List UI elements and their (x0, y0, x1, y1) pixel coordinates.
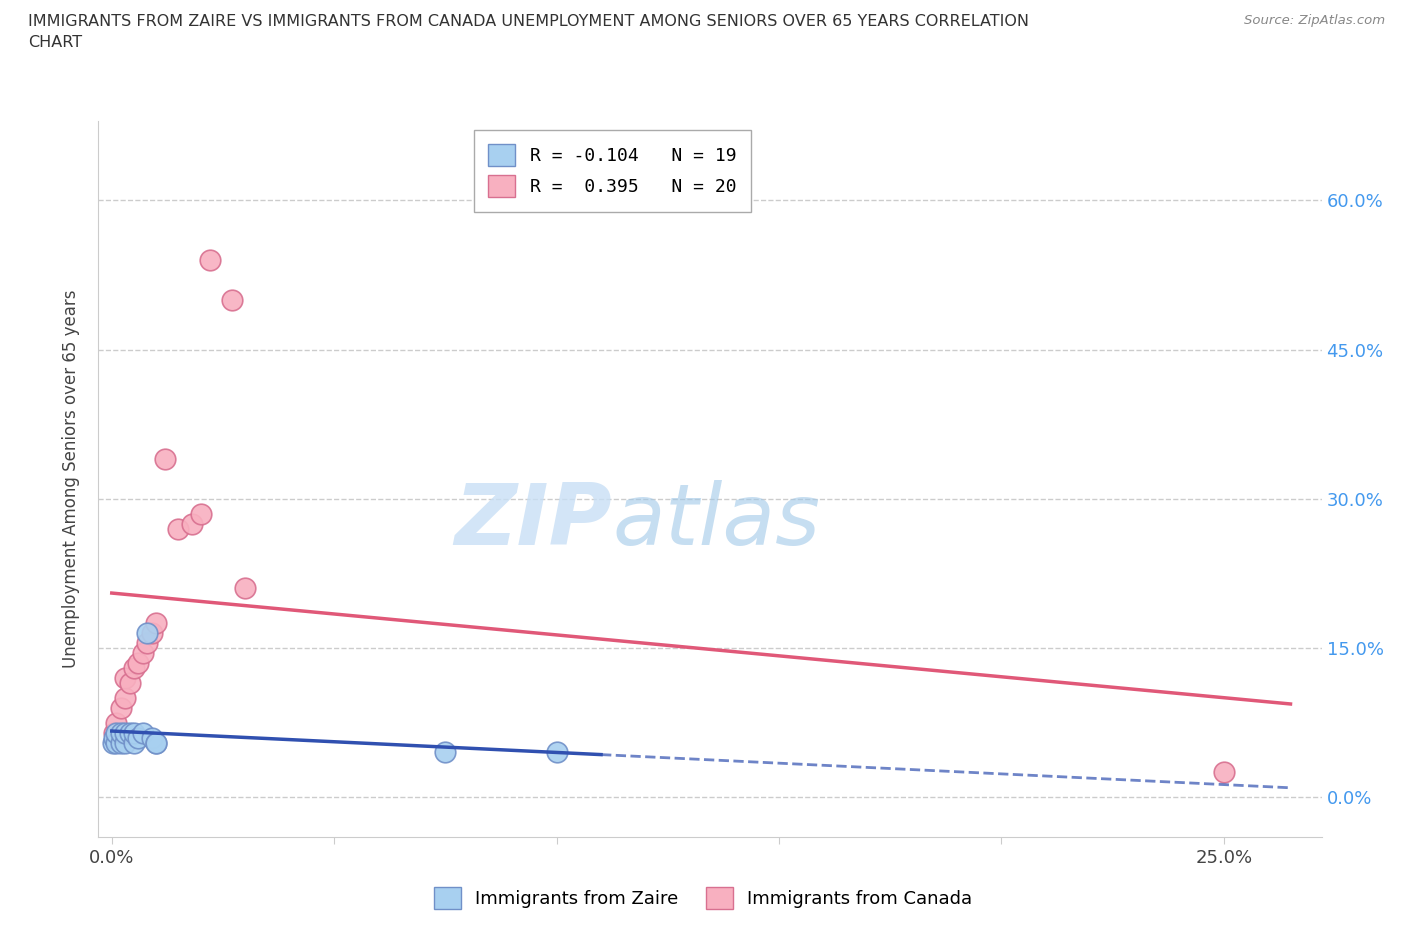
Point (110, 700, 132, 715)
Point (114, 690, 136, 705)
Point (221, 293, 243, 308)
Point (132, 645, 155, 660)
Point (118, 675, 141, 690)
Point (105, 715, 128, 730)
Point (110, 735, 132, 750)
Point (190, 506, 212, 521)
Text: ZIP: ZIP (454, 481, 612, 564)
Point (132, 725, 155, 740)
Point (141, 730, 163, 745)
Legend: Immigrants from Zaire, Immigrants from Canada: Immigrants from Zaire, Immigrants from C… (426, 880, 980, 916)
Point (546, 745, 568, 760)
Point (1212, 764, 1234, 779)
Text: atlas: atlas (612, 481, 820, 564)
Point (127, 730, 149, 745)
Point (141, 626, 163, 641)
Point (167, 521, 190, 536)
Point (118, 725, 141, 740)
Point (103, 730, 125, 745)
Point (434, 745, 457, 760)
Point (127, 656, 149, 671)
Point (233, 581, 256, 596)
Point (110, 725, 132, 740)
Point (153, 452, 176, 467)
Point (145, 735, 167, 750)
Point (114, 735, 136, 750)
Point (114, 671, 136, 685)
Text: Source: ZipAtlas.com: Source: ZipAtlas.com (1244, 14, 1385, 27)
Point (122, 725, 145, 740)
Legend: R = -0.104   N = 19, R =  0.395   N = 20: R = -0.104 N = 19, R = 0.395 N = 20 (474, 130, 751, 212)
Point (136, 635, 159, 650)
Point (122, 735, 145, 750)
Point (145, 735, 167, 750)
Point (145, 616, 167, 631)
Point (122, 660, 145, 675)
Point (101, 735, 124, 750)
Point (105, 735, 128, 750)
Point (114, 725, 136, 740)
Point (136, 626, 159, 641)
Point (103, 725, 125, 740)
Y-axis label: Unemployment Among Seniors over 65 years: Unemployment Among Seniors over 65 years (62, 290, 80, 668)
Text: IMMIGRANTS FROM ZAIRE VS IMMIGRANTS FROM CANADA UNEMPLOYMENT AMONG SENIORS OVER : IMMIGRANTS FROM ZAIRE VS IMMIGRANTS FROM… (28, 14, 1029, 50)
Point (105, 725, 128, 740)
Point (198, 253, 221, 268)
Point (180, 516, 202, 531)
